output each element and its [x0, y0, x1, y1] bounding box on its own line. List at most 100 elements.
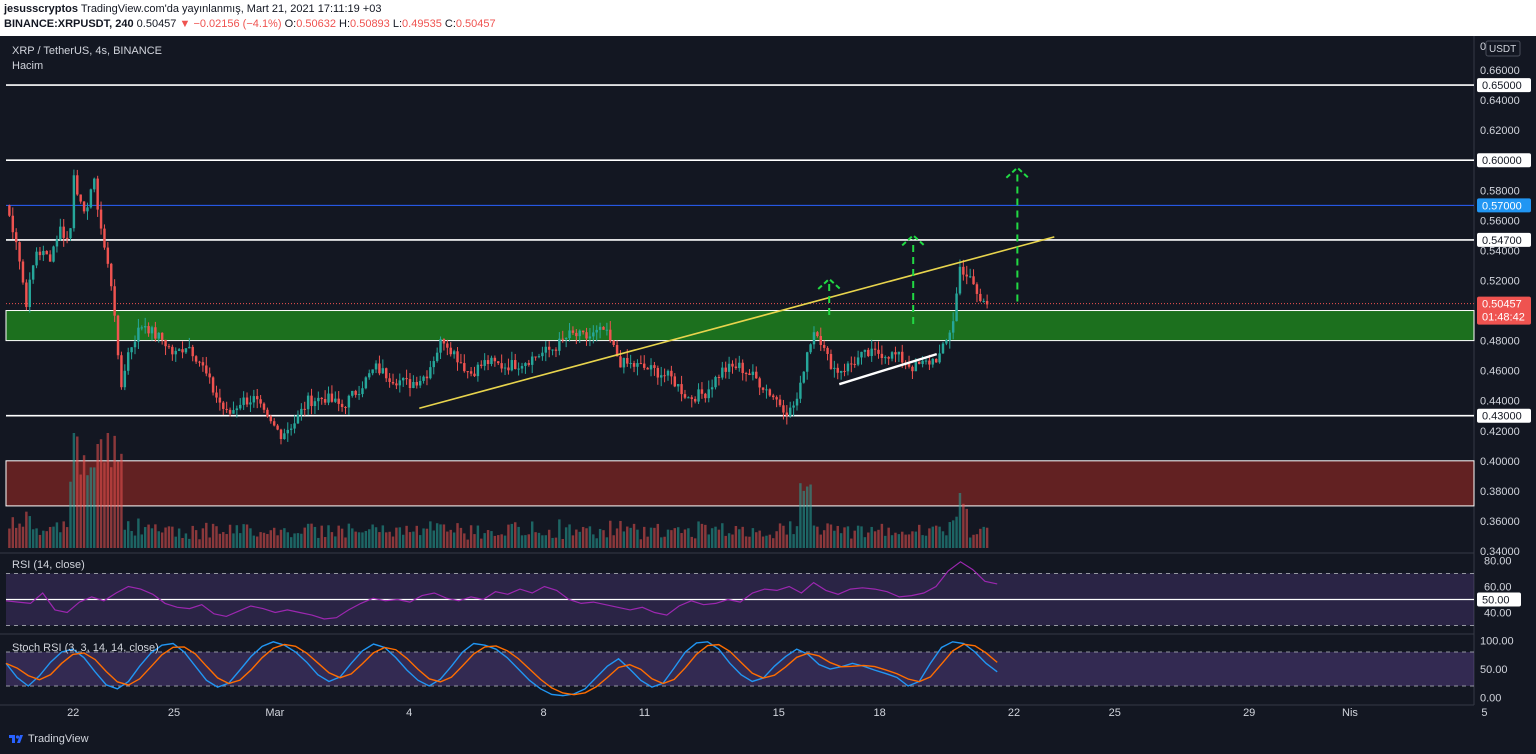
candle: [466, 371, 469, 379]
volume-bar: [8, 528, 11, 548]
level-price-tag[interactable]: [1477, 408, 1531, 423]
candle-body: [211, 377, 215, 393]
rsi-line[interactable]: [5, 561, 998, 620]
volume-bar: [985, 527, 989, 548]
candle-body: [381, 368, 385, 374]
volume-bar: [368, 529, 371, 548]
candle: [42, 245, 45, 262]
volume-bar: [951, 520, 955, 548]
volume-bar: [480, 538, 483, 548]
volume-bar: [738, 529, 741, 548]
candle-body: [788, 407, 792, 416]
candle: [646, 366, 649, 370]
candle: [483, 353, 486, 371]
candle: [554, 347, 558, 358]
target-arrow[interactable]: [817, 277, 841, 316]
candle: [544, 340, 548, 362]
candle-body: [676, 384, 680, 387]
volume-bar: [93, 467, 96, 548]
target-arrow[interactable]: [901, 234, 925, 325]
candle-body: [235, 408, 239, 411]
volume-bar: [211, 523, 215, 548]
currency-badge[interactable]: [1485, 40, 1521, 57]
target-arrow[interactable]: [1005, 166, 1030, 302]
volume-bar: [137, 518, 140, 548]
time-tick-label: 25: [1109, 707, 1121, 719]
rising-trendline[interactable]: [419, 236, 1055, 409]
support-trendline[interactable]: [838, 352, 938, 386]
candle: [598, 322, 602, 339]
current-price-tag[interactable]: [1477, 296, 1531, 325]
low-value: 0.49535: [402, 18, 442, 30]
volume-bar: [890, 535, 894, 548]
candle-body: [371, 369, 374, 374]
volume-bar: [510, 523, 514, 548]
resistance-zone[interactable]: [5, 460, 1475, 507]
candle: [941, 341, 945, 354]
volume-bar: [133, 535, 137, 548]
candle-body: [799, 382, 802, 399]
candle-body: [412, 381, 415, 389]
candle-body: [955, 293, 958, 322]
level-price-tag[interactable]: [1477, 153, 1531, 168]
candle: [177, 347, 181, 352]
candle: [351, 390, 354, 398]
level-price-tag[interactable]: [1477, 198, 1531, 213]
volume-bar: [561, 538, 564, 548]
time-tick-label: 29: [1243, 707, 1255, 719]
volume-bar: [412, 531, 415, 548]
candle: [378, 355, 381, 376]
candle-body: [269, 416, 273, 422]
candle: [327, 386, 330, 406]
stoch-d-line[interactable]: [5, 643, 998, 696]
volume-bar: [710, 528, 714, 548]
level-price-tag[interactable]: [1477, 232, 1531, 247]
volume-bar: [62, 521, 65, 548]
volume-bar: [819, 534, 822, 548]
candle-body: [829, 353, 833, 369]
candle: [982, 298, 985, 303]
volume-bar: [693, 538, 697, 548]
candle: [680, 375, 683, 402]
candle: [385, 367, 388, 383]
candle-body: [626, 357, 629, 364]
tradingview-logo[interactable]: TradingView: [8, 733, 89, 745]
candle-body: [59, 226, 62, 240]
candle: [103, 224, 106, 250]
volume-bar: [507, 524, 510, 548]
candle-body: [228, 409, 232, 414]
candle-body: [734, 366, 738, 369]
author[interactable]: jesusscryptos: [4, 3, 78, 15]
volume-bar: [592, 534, 595, 548]
volume-bar: [11, 517, 15, 548]
candle: [334, 391, 337, 404]
candle-body: [405, 378, 408, 380]
rsi-level-tag[interactable]: [1477, 592, 1521, 607]
candle-body: [14, 232, 18, 243]
volume-bar: [676, 527, 680, 548]
volume-bar: [941, 531, 945, 548]
candle: [955, 287, 958, 322]
time-tick-label: 18: [873, 707, 885, 719]
candle: [972, 269, 975, 285]
volume-bar: [568, 524, 571, 548]
candle: [59, 218, 62, 242]
chart-area[interactable]: 0.34000 0.36000 0.38000 0.40000 0.42000 0.440…: [0, 36, 1536, 726]
candle-body: [894, 352, 897, 355]
candle-body: [659, 375, 663, 378]
volume-bar: [272, 527, 276, 548]
candle: [205, 356, 208, 377]
candle-body: [721, 367, 724, 378]
volume-bar: [626, 526, 629, 548]
volume-bar: [897, 534, 901, 548]
level-price-tag[interactable]: [1477, 78, 1531, 93]
candle: [401, 377, 405, 387]
volume-bar: [673, 528, 677, 548]
stoch-k-line[interactable]: [5, 641, 998, 697]
candle: [622, 357, 626, 374]
candle: [775, 395, 778, 408]
candle: [717, 374, 721, 386]
candle-body: [181, 349, 184, 353]
support-zone[interactable]: [5, 310, 1475, 342]
candle-body: [551, 349, 554, 351]
